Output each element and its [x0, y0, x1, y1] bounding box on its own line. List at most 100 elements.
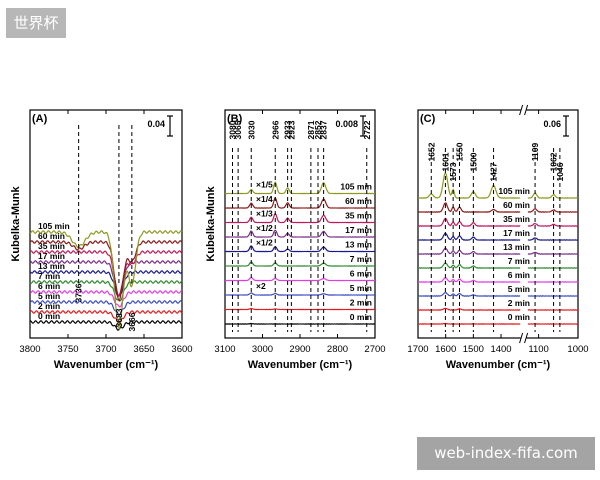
- y-axis-label: Kubelka-Munk: [205, 186, 217, 262]
- plot-frame: [417, 109, 579, 339]
- series-line: [224, 276, 376, 282]
- marker-label: 2923: [286, 120, 296, 139]
- marker-label: 3736: [74, 283, 84, 302]
- series-line: [224, 307, 376, 311]
- y-axis-label: Kubelka-Munk: [10, 186, 22, 262]
- x-tick-label: 1500: [463, 344, 484, 355]
- series-label: 13 min: [345, 240, 372, 250]
- series-label: 5 min: [38, 291, 60, 301]
- x-tick-label: 3600: [171, 344, 192, 355]
- series-label: 105 min: [38, 221, 70, 231]
- series-label: 60 min: [345, 196, 372, 206]
- marker-label: 1652: [426, 142, 436, 161]
- series-line: [29, 320, 183, 331]
- series-line: [224, 197, 376, 209]
- series-line: [29, 280, 183, 302]
- x-tick-label: 1100: [528, 344, 548, 355]
- series-line: [224, 181, 376, 195]
- series-label: 35 min: [345, 211, 372, 221]
- marker-label: 3683: [114, 308, 124, 327]
- axis-break-gap: [520, 334, 527, 342]
- x-tick-label: 1600: [435, 344, 456, 355]
- series-line: [29, 240, 183, 302]
- axis-break-mark: [519, 104, 524, 116]
- series-line: [224, 261, 376, 267]
- marker-label: 1109: [530, 143, 540, 162]
- marker-label: 2933: [283, 120, 293, 139]
- series-label: 0 min: [38, 311, 60, 321]
- marker-label: 2837: [319, 120, 329, 139]
- series-label: 13 min: [503, 242, 530, 252]
- multiplier-label: ×2: [256, 281, 266, 291]
- panel-label: (B): [227, 113, 243, 125]
- series-label: 7 min: [508, 256, 530, 266]
- multiplier-label: ×1/3: [256, 209, 273, 219]
- series-label: 17 min: [38, 251, 65, 261]
- series-line: [224, 292, 376, 296]
- series-label: 6 min: [38, 281, 60, 291]
- series-line: [417, 322, 579, 325]
- series-label: 5 min: [508, 284, 530, 294]
- panel-label: (C): [420, 113, 436, 125]
- marker-label: 1601: [440, 152, 450, 171]
- marker-label: 2966: [270, 120, 280, 139]
- series-line: [224, 245, 376, 253]
- marker-label: 3666: [127, 312, 137, 331]
- x-axis-label: Wavenumber (cm⁻¹): [248, 359, 353, 371]
- x-axis-label: Wavenumber (cm⁻¹): [446, 359, 551, 371]
- series-label: 7 min: [350, 254, 372, 264]
- marker-label: 3080: [228, 120, 238, 139]
- series-line: [29, 300, 183, 316]
- series-line: [417, 277, 579, 283]
- series-line: [417, 171, 579, 199]
- series-label: 105 min: [340, 182, 372, 192]
- marker-label: 1573: [448, 162, 458, 181]
- series-line: [29, 230, 183, 330]
- x-tick-label: 1400: [490, 344, 511, 355]
- marker-label: 2871: [306, 120, 316, 139]
- series-label: 35 min: [503, 214, 530, 224]
- series-label: 7 min: [38, 271, 60, 281]
- marker-label: 1500: [468, 152, 478, 171]
- marker-label: 1046: [555, 162, 565, 181]
- series-line: [224, 322, 376, 325]
- series-label: 2 min: [508, 298, 530, 308]
- series-label: 2 min: [38, 301, 60, 311]
- multiplier-label: ×1/5: [256, 180, 273, 190]
- multiplier-label: ×1/2: [256, 238, 273, 248]
- multiplier-label: ×1/4: [256, 194, 273, 204]
- scale-bar-label: 0.06: [543, 119, 561, 129]
- series-label: 2 min: [350, 298, 372, 308]
- series-line: [417, 202, 579, 213]
- axis-break-mark: [524, 332, 529, 344]
- series-label: 0 min: [508, 312, 530, 322]
- series-line: [29, 250, 183, 297]
- series-label: 0 min: [350, 312, 372, 322]
- series-label: 17 min: [503, 228, 530, 238]
- marker-label: 1550: [455, 142, 465, 161]
- marker-label: 2852: [313, 120, 323, 139]
- watermark-top-left: 世界杯: [6, 8, 66, 38]
- series-line: [29, 290, 183, 308]
- series-label: 60 min: [38, 231, 65, 241]
- watermark-bottom-right: web-index-fifa.com: [417, 437, 595, 470]
- marker-label: 2722: [362, 120, 372, 139]
- marker-label: 1062: [549, 152, 559, 171]
- scale-bar-label: 0.008: [335, 119, 358, 129]
- series-line: [224, 213, 376, 224]
- series-line: [417, 247, 579, 255]
- scale-bar-label: 0.04: [147, 119, 165, 129]
- marker-label: 1427: [489, 162, 499, 181]
- x-tick-label: 3100: [214, 344, 235, 355]
- marker-label: 3030: [246, 120, 256, 139]
- x-tick-label: 3750: [57, 344, 78, 355]
- x-tick-label: 3700: [95, 344, 116, 355]
- series-line: [417, 217, 579, 227]
- series-label: 35 min: [38, 241, 65, 251]
- x-tick-label: 1700: [407, 344, 428, 355]
- series-line: [29, 260, 183, 297]
- panel-label: (A): [32, 113, 48, 125]
- series-label: 6 min: [508, 270, 530, 280]
- x-tick-label: 2700: [364, 344, 385, 355]
